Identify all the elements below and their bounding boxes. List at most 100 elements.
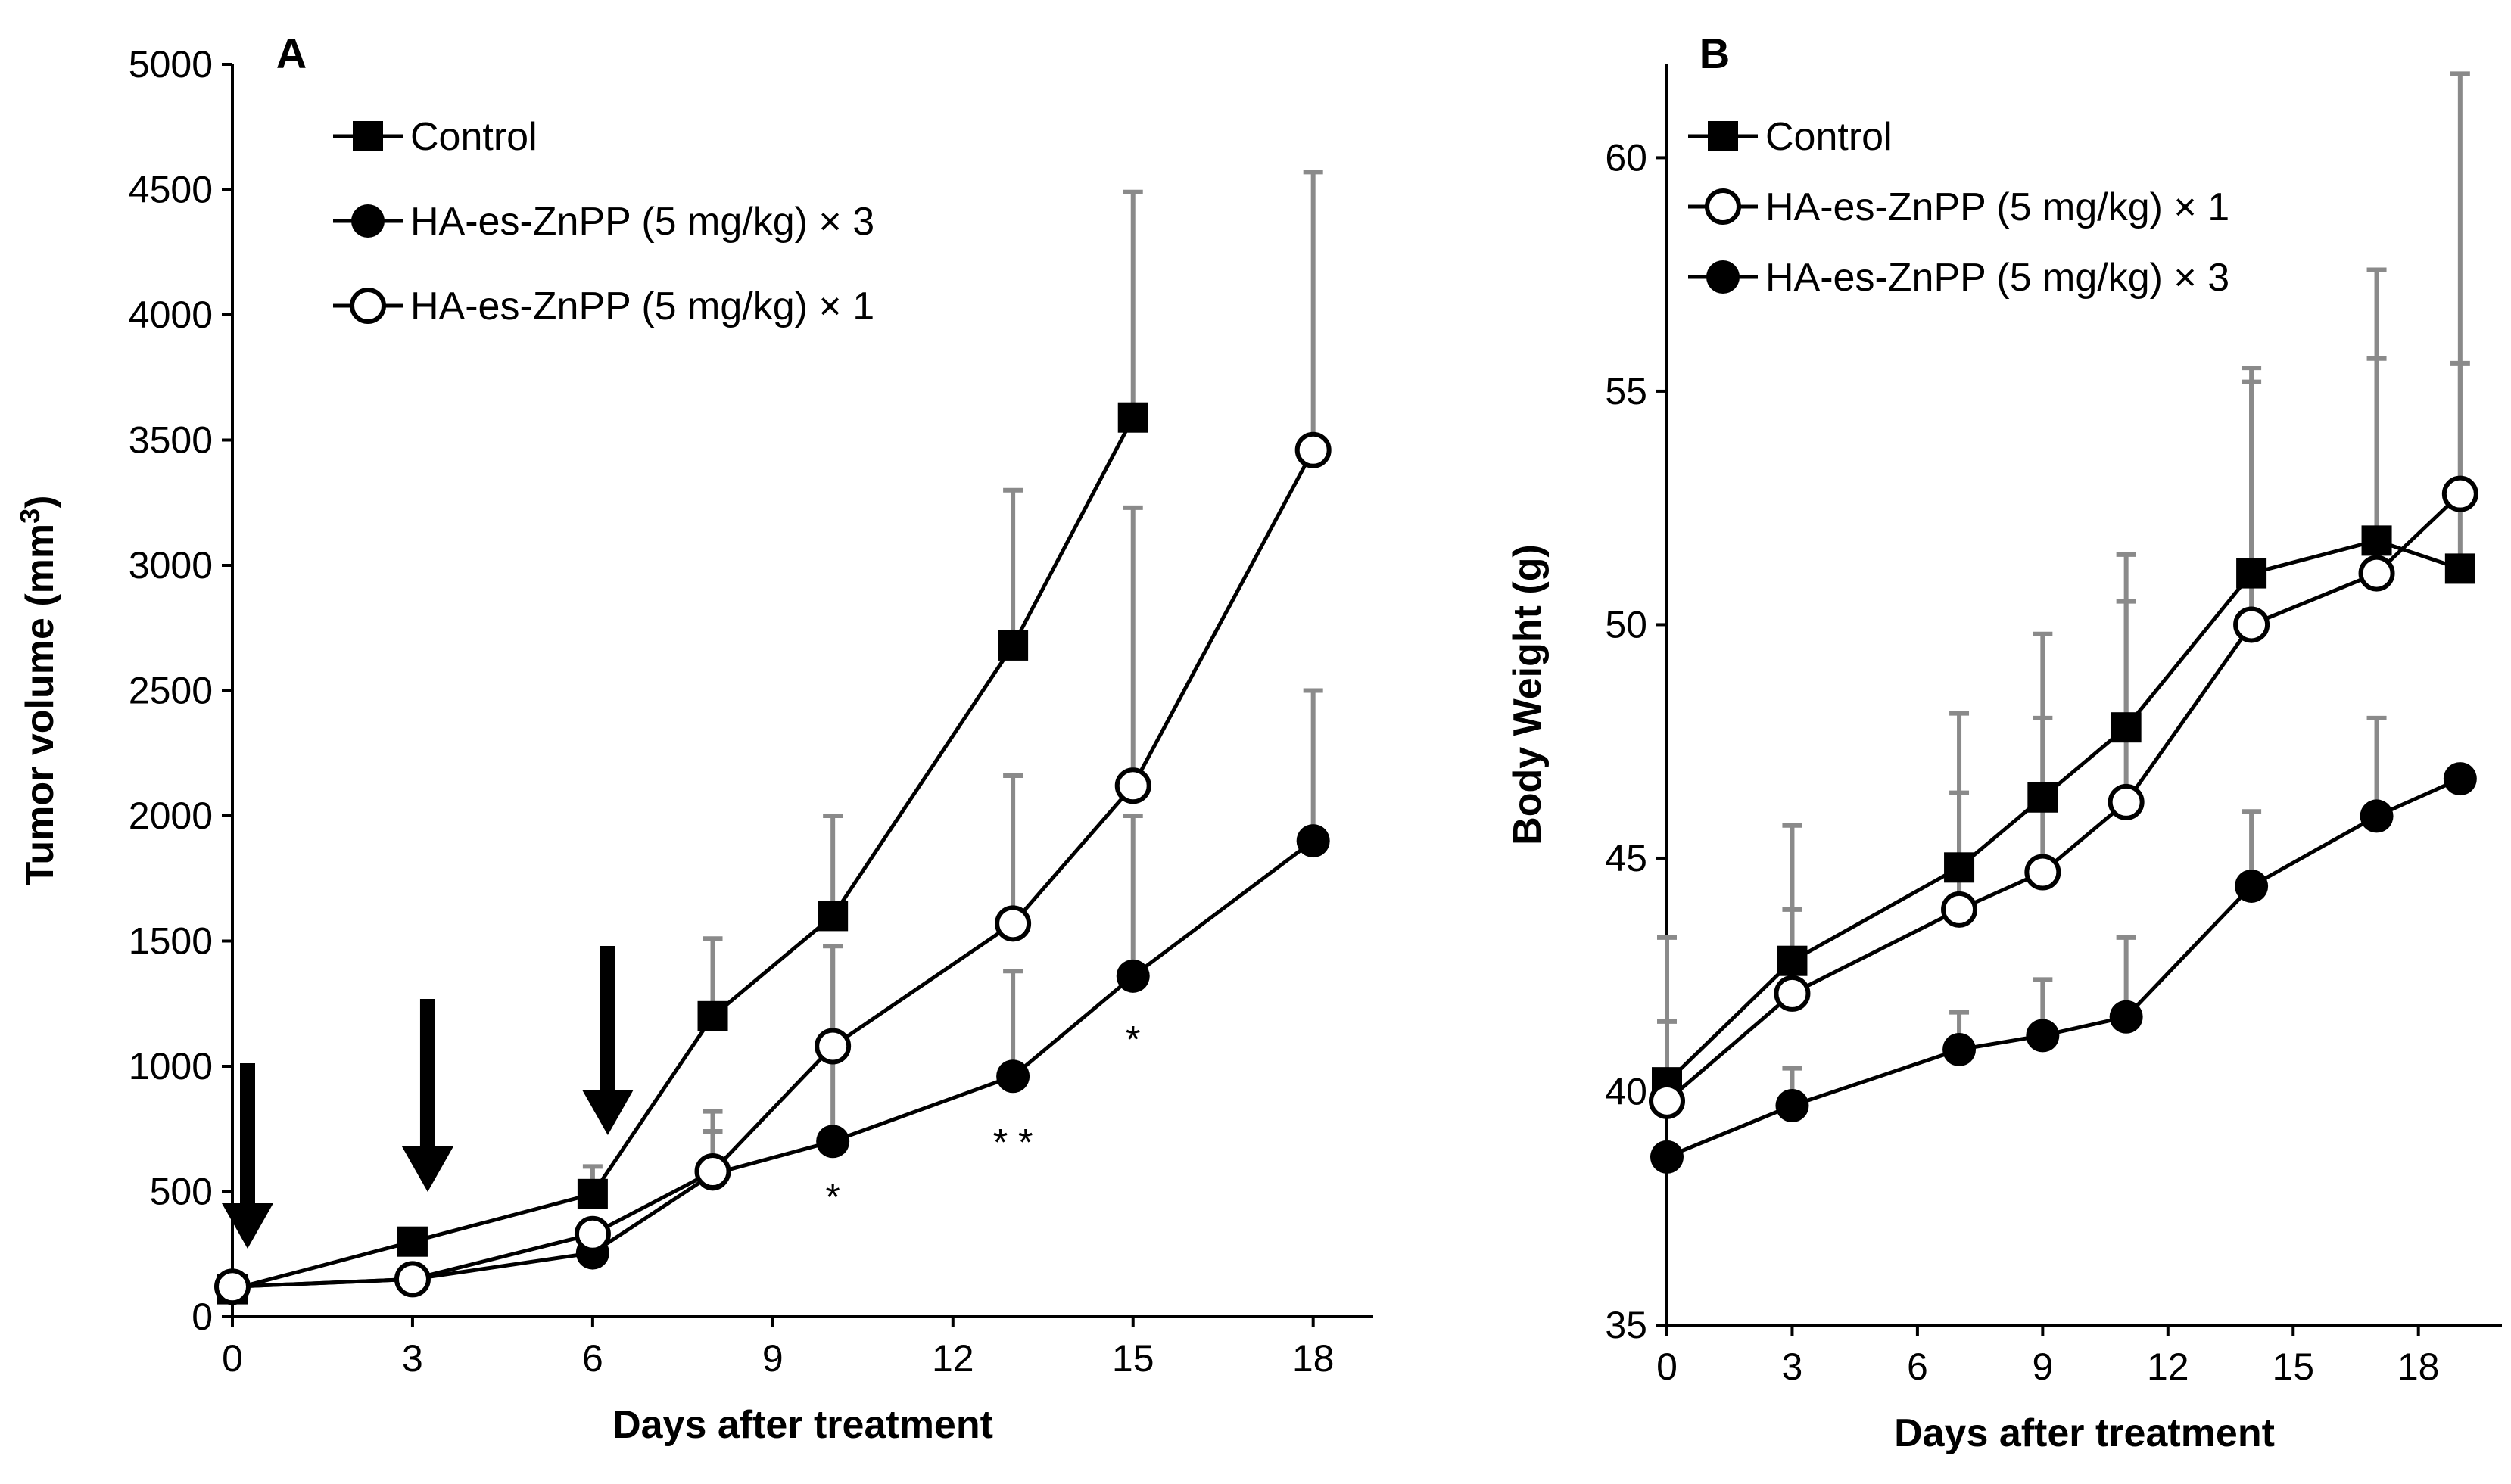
x-tick-label: 0 [1656,1346,1678,1388]
y-tick-label: 3500 [129,419,213,462]
legend-marker [1708,121,1738,151]
data-point-series-0 [1777,945,1808,976]
y-tick-label: 4500 [129,169,213,211]
data-point-series-2 [1294,431,1332,468]
significance-marker: * [825,1176,840,1218]
legend-marker [1706,260,1740,294]
legend-marker [351,204,385,238]
data-point-series-0 [2027,782,2058,813]
y-tick-label: 0 [192,1296,213,1338]
data-point-series-1 [996,1059,1030,1094]
series-line-1 [232,839,1315,1289]
data-point-series-0 [1117,402,1148,433]
data-point-series-0 [2361,525,2392,556]
y-axis-title: Tumor volume (mm3) [14,496,62,886]
data-point-series-2 [1114,767,1151,804]
panel-label: A [276,30,307,77]
legend-label: Control [410,115,537,159]
data-point-series-2 [394,1261,431,1298]
x-tick-label: 15 [1112,1337,1154,1380]
data-point-series-0 [2444,553,2475,584]
series-line-2 [232,449,1315,1289]
data-point-series-1 [1116,959,1150,993]
y-tick-label: 60 [1605,136,1647,179]
data-point-series-2 [1775,1088,1809,1122]
data-point-series-2 [995,905,1032,942]
data-point-series-2 [694,1153,731,1190]
x-axis-title: Days after treatment [1894,1411,2275,1455]
x-tick-label: 12 [932,1337,974,1380]
data-point-series-1 [2024,854,2061,891]
y-tick-label: 45 [1605,837,1647,879]
data-point-series-2 [2360,799,2394,833]
legend-label: HA-es-ZnPP (5 mg/kg) × 1 [1765,185,2229,229]
x-tick-label: 6 [582,1337,603,1380]
x-axis-title: Days after treatment [612,1403,993,1447]
x-tick-label: 15 [2272,1346,2314,1388]
panel-a-tumor-volume-chart: 0 500 1000 1500 2000 2500 3000 3500 4000 4500 5000… [14,30,1373,1447]
y-tick-label: 2000 [129,795,213,837]
y-tick-label: 55 [1605,370,1647,412]
x-tick-label: 9 [2032,1346,2053,1388]
data-point-series-0 [697,1000,728,1031]
y-tick-label: 40 [1605,1070,1647,1112]
series-line-1 [1665,492,2462,1103]
data-point-series-1 [1296,824,1330,858]
dosing-arrow-head [581,1090,634,1135]
data-point-series-0 [2111,712,2142,743]
dosing-arrow-head [222,1203,273,1249]
y-tick-label: 3000 [129,544,213,586]
legend-label: HA-es-ZnPP (5 mg/kg) × 3 [1765,256,2229,300]
y-tick-label: 5000 [129,43,213,86]
data-point-series-2 [2109,1000,2143,1034]
data-point-series-2 [2235,869,2269,903]
x-tick-label: 18 [1292,1337,1335,1380]
panel-b-body-weight-chart: 35 40 45 50 55 60 0 3 6 9 12 15 18 Days after treatme… [1506,30,2502,1455]
data-point-series-0 [1944,852,1975,883]
significance-marker: * * [993,1121,1033,1163]
legend-label: HA-es-ZnPP (5 mg/kg) × 3 [410,200,874,244]
data-point-series-2 [2443,762,2477,796]
legend-marker [353,121,383,151]
x-tick-label: 0 [222,1337,243,1380]
y-axis-title-close: ) [18,496,62,509]
data-point-series-1 [1941,891,1978,928]
y-tick-label: 4000 [129,294,213,336]
significance-marker: * [1126,1019,1140,1061]
legend-label: HA-es-ZnPP (5 mg/kg) × 1 [410,285,874,328]
data-point-series-0 [998,630,1029,661]
legend-marker [350,288,386,324]
data-point-series-1 [1649,1082,1685,1119]
x-tick-label: 3 [402,1337,423,1380]
y-tick-label: 1500 [129,920,213,963]
data-point-series-2 [1650,1140,1684,1174]
dosing-arrow-head [401,1146,453,1192]
data-point-series-0 [818,901,849,932]
data-point-series-1 [816,1125,850,1159]
y-tick-label: 1000 [129,1045,213,1087]
x-tick-label: 6 [1907,1346,1928,1388]
y-axis-title-superscript: 3 [14,509,45,524]
data-point-series-2 [1942,1032,1977,1066]
data-point-series-1 [2233,606,2270,643]
data-point-series-2 [214,1268,251,1305]
data-point-series-2 [2026,1019,2060,1053]
series-line-2 [1666,776,2461,1159]
data-point-series-1 [1774,975,1811,1012]
data-point-series-2 [574,1215,611,1252]
y-tick-label: 50 [1605,603,1647,646]
legend-marker [1705,188,1741,225]
y-tick-label: 500 [150,1171,213,1213]
x-tick-label: 18 [2397,1346,2440,1388]
y-tick-label: 2500 [129,670,213,712]
data-point-series-0 [577,1178,608,1209]
data-point-series-0 [397,1226,428,1257]
y-axis-title: Body Weight (g) [1506,544,1550,845]
x-tick-label: 12 [2147,1346,2189,1388]
data-point-series-1 [2108,783,2145,820]
data-point-series-1 [2441,475,2478,512]
panel-label: B [1699,30,1730,77]
series-line-0 [1665,538,2461,1084]
data-point-series-2 [815,1028,852,1065]
